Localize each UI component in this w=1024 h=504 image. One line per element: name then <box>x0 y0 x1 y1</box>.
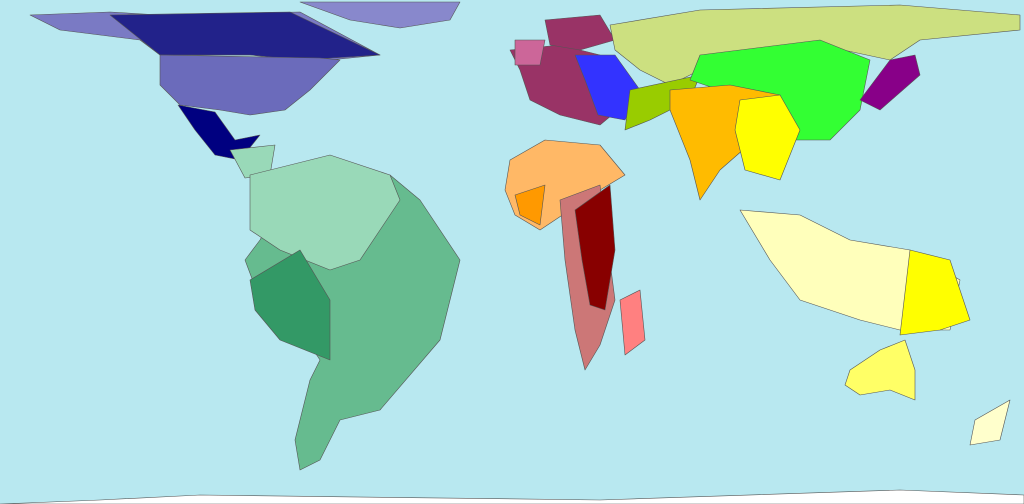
region-china <box>689 39 871 141</box>
region-scandinavia <box>544 14 616 51</box>
region-europe-east <box>574 54 641 121</box>
region-usa <box>159 54 341 116</box>
region-antarctica <box>0 489 1024 504</box>
region-southeast-asia <box>734 94 801 181</box>
region-papua <box>899 249 971 336</box>
region-japan <box>859 54 921 111</box>
region-new-zealand <box>969 399 1011 446</box>
region-south-america-andes <box>249 249 331 361</box>
region-greenland <box>299 1 461 29</box>
region-australia <box>844 339 916 401</box>
region-africa-west-coast <box>514 184 546 226</box>
region-madagascar <box>619 289 646 356</box>
region-south-america-north <box>249 154 401 271</box>
region-uk <box>514 39 546 66</box>
region-africa-east-south <box>574 184 616 311</box>
